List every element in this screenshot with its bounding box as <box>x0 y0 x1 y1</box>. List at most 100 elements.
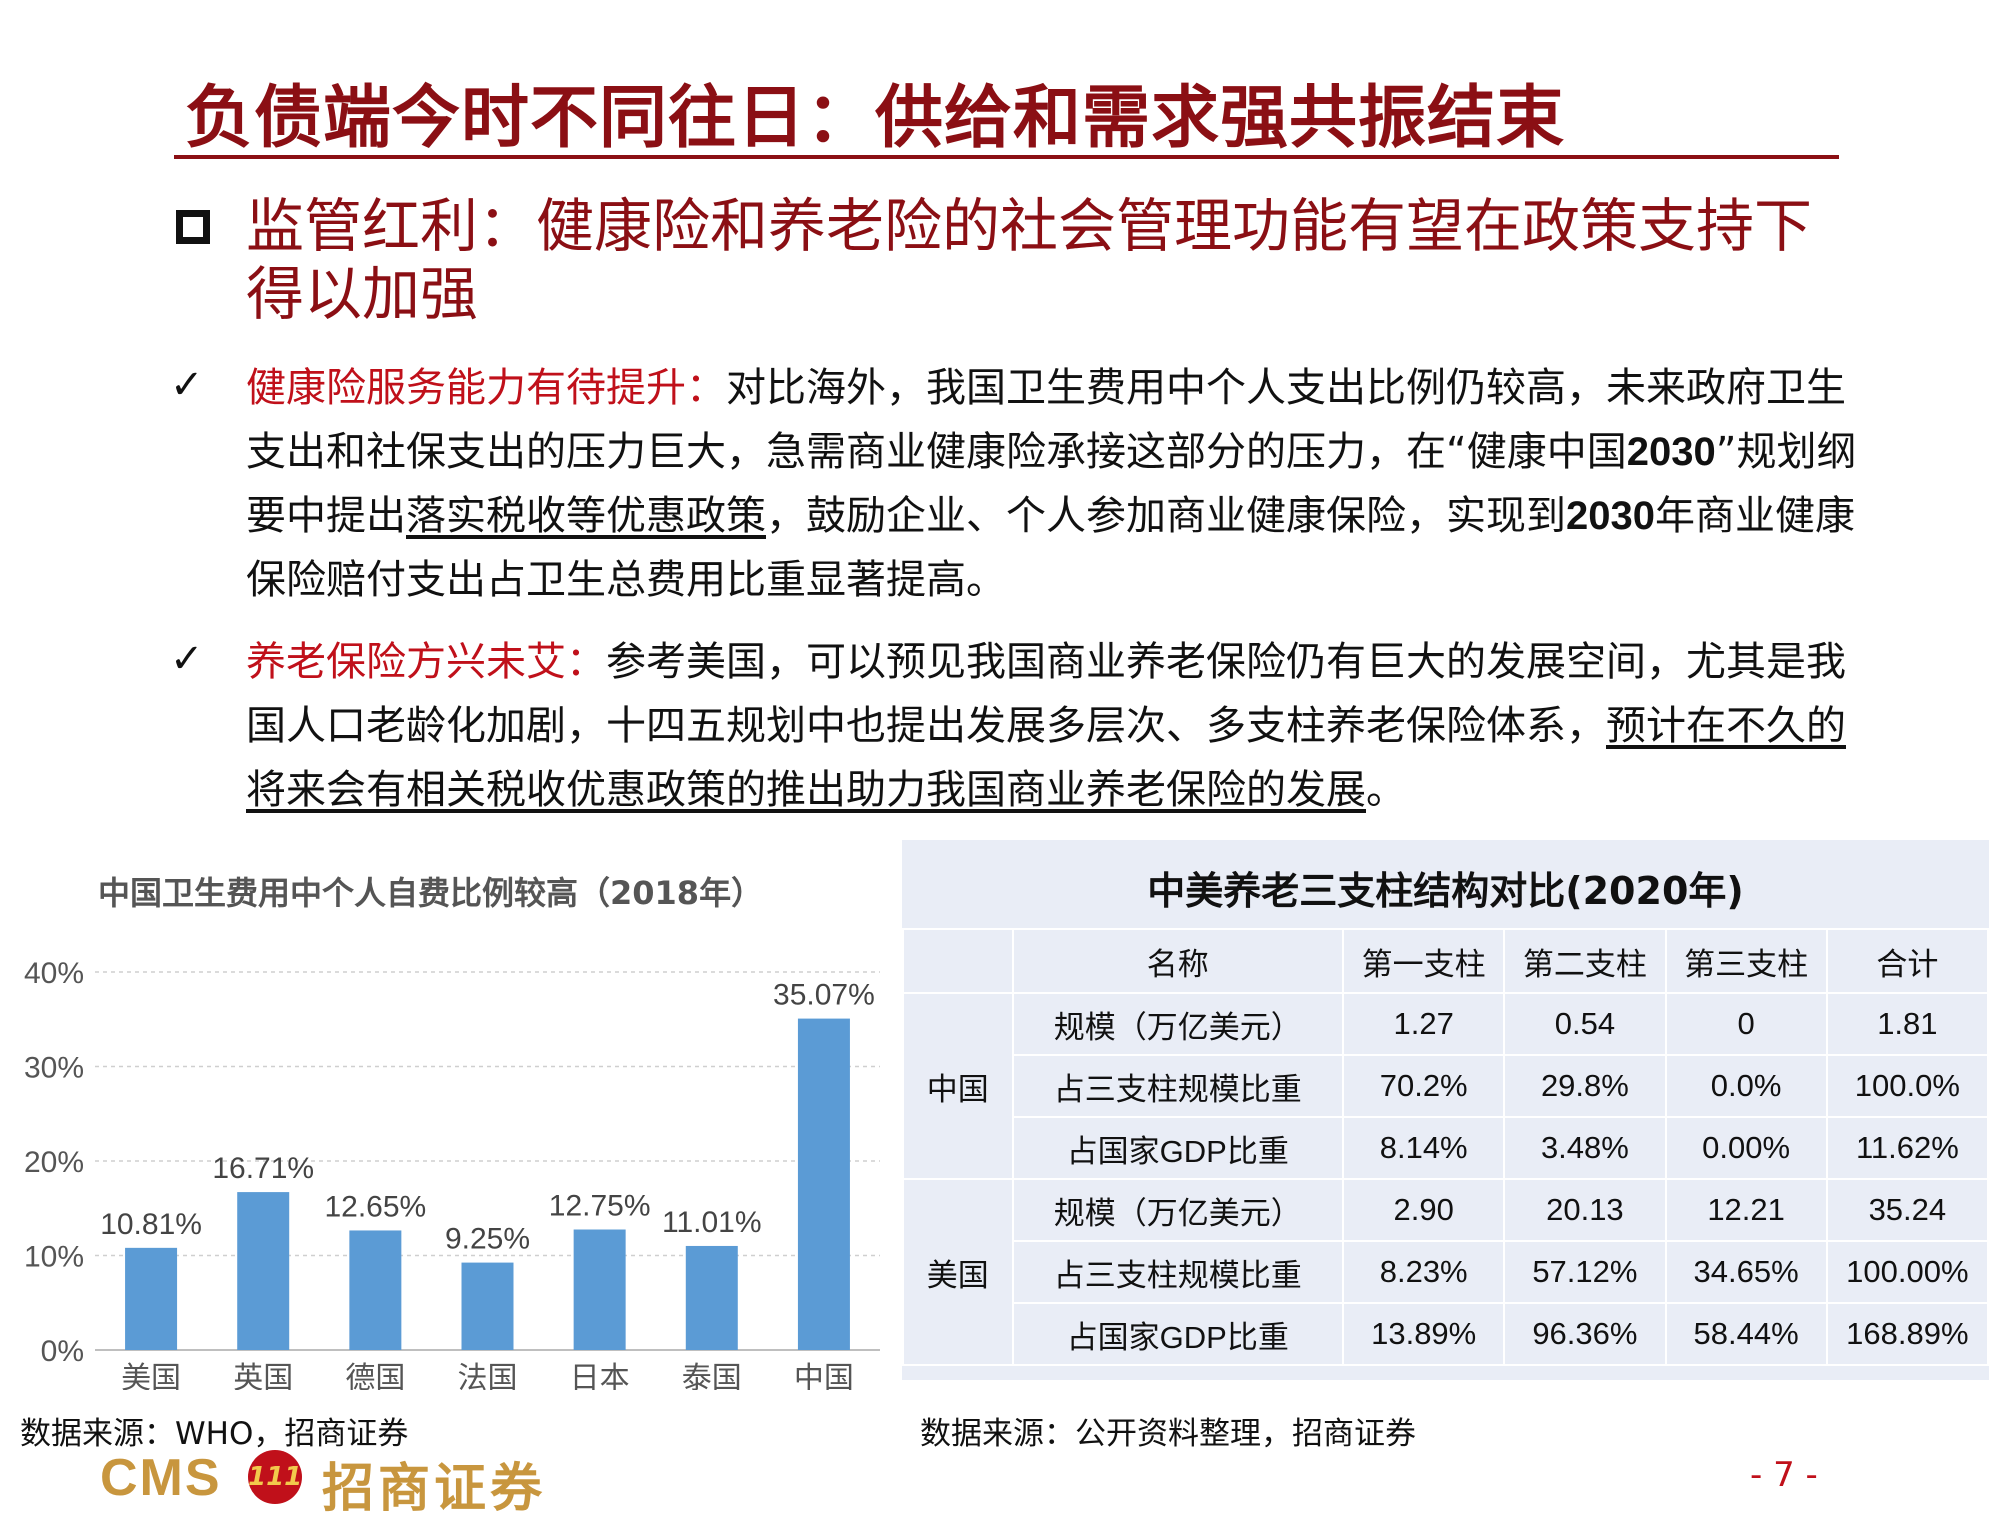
logo-emblem-icon: 111 <box>248 1450 302 1504</box>
table-cell: 0.54 <box>1503 992 1667 1056</box>
health-year-2: 2030 <box>1566 494 1655 538</box>
health-text-3: ，鼓励企业、个人参加商业健康保险，实现到 <box>766 493 1566 539</box>
table-row: 美国 规模（万亿美元） 2.90 20.13 12.21 35.24 <box>902 1178 1990 1366</box>
header-pillar-1: 第一支柱 <box>1342 928 1506 994</box>
category-label: 法国 <box>458 1361 518 1390</box>
header-total: 合计 <box>1825 928 1990 994</box>
table-cell: 57.12% <box>1503 1240 1667 1304</box>
health-underlined-policy: 落实税收等优惠政策 <box>406 493 766 539</box>
square-bullet-icon <box>176 210 210 244</box>
pension-text-2: 。 <box>1366 767 1406 813</box>
header-empty-cell <box>902 928 1014 994</box>
bar <box>573 1229 626 1350</box>
category-label: 德国 <box>345 1361 405 1390</box>
health-insurance-paragraph: 健康险服务能力有待提升：对比海外，我国卫生费用中个人支出比例仍较高，未来政府卫生… <box>246 356 1866 612</box>
bar-chart: 0% 10% 20% 30% 40% 10.81% 美国 16.71% 英国 12.65% 德国 9.… <box>24 957 880 1390</box>
pension-pillar-table: 名称 第一支柱 第二支柱 第三支柱 合计 中国 规模（万亿美元） 1.27 0.… <box>902 928 1990 1366</box>
bar <box>349 1230 402 1350</box>
table-row: 占三支柱规模比重 8.23% 57.12% 34.65% 100.00% <box>903 1240 1990 1304</box>
y-tick-label: 10% <box>24 1241 84 1274</box>
table-cell: 70.2% <box>1342 1054 1506 1118</box>
data-label: 35.07% <box>773 979 875 1012</box>
health-text-1: 对比海外，我国卫生费用中个人支出比例仍较高，未来政府卫生支出和社保支出的压力巨大… <box>246 365 1846 475</box>
table-cell: 0.00% <box>1664 1116 1828 1180</box>
pension-insurance-paragraph: 养老保险方兴未艾：参考美国，可以预见我国商业养老保险仍有巨大的发展空间，尤其是我… <box>246 630 1866 822</box>
table-cell: 2.90 <box>1342 1178 1506 1242</box>
y-tick-label: 30% <box>24 1052 84 1085</box>
main-point-heading: 监管红利：健康险和养老险的社会管理功能有望在政策支持下得以加强 <box>246 192 1813 328</box>
title-divider <box>174 155 1839 159</box>
group-usa: 美国 <box>902 1178 1014 1366</box>
table-cell: 11.62% <box>1825 1116 1990 1180</box>
row-label: 占三支柱规模比重 <box>1011 1240 1345 1304</box>
table-cell: 1.81 <box>1825 992 1990 1056</box>
pension-underlined-outlook: 预计在不久的将来会有相关税收优惠政策的推出助力我国商业养老保险的发展 <box>246 703 1846 813</box>
logo-company-name: 招商证券 <box>322 1459 547 1519</box>
header-pillar-2: 第二支柱 <box>1503 928 1667 994</box>
row-label: 占三支柱规模比重 <box>1011 1054 1345 1118</box>
table-row: 占三支柱规模比重 70.2% 29.8% 0.0% 100.0% <box>903 1054 1990 1118</box>
table-cell: 13.89% <box>1342 1302 1506 1366</box>
table-header-row: 名称 第一支柱 第二支柱 第三支柱 合计 <box>902 928 1990 994</box>
data-label: 10.81% <box>100 1208 202 1241</box>
table-cell: 12.21 <box>1664 1178 1828 1242</box>
table-cell: 3.48% <box>1503 1116 1667 1180</box>
header-pillar-3: 第三支柱 <box>1664 928 1828 994</box>
logo-latin-text: CMS <box>100 1449 222 1507</box>
category-label: 美国 <box>121 1361 181 1390</box>
table-row: 中国 规模（万亿美元） 1.27 0.54 0 1.81 <box>902 992 1990 1180</box>
category-label: 泰国 <box>682 1361 742 1390</box>
y-tick-label: 40% <box>24 957 84 990</box>
bar <box>461 1262 514 1350</box>
bar <box>237 1192 290 1350</box>
data-label: 9.25% <box>445 1223 530 1256</box>
table-cell: 100.00% <box>1825 1240 1990 1304</box>
category-label: 日本 <box>570 1361 630 1390</box>
chart-title: 中国卫生费用中个人自费比例较高（2018年） <box>98 874 764 912</box>
table-row: 占国家GDP比重 8.14% 3.48% 0.00% 11.62% <box>903 1116 1990 1180</box>
table-cell: 0.0% <box>1664 1054 1828 1118</box>
group-china: 中国 <box>902 992 1014 1180</box>
data-label: 11.01% <box>662 1206 762 1239</box>
health-year-1: 2030 <box>1626 430 1716 474</box>
table-cell: 29.8% <box>1503 1054 1667 1118</box>
data-label: 16.71% <box>212 1152 314 1185</box>
health-text-4: 年商业健康保险赔付支出占卫生总费用比重显著提高。 <box>246 493 1855 603</box>
table-cell: 8.23% <box>1342 1240 1506 1304</box>
row-label: 规模（万亿美元） <box>1011 992 1345 1056</box>
table-row: 占国家GDP比重 13.89% 96.36% 58.44% 168.89% <box>903 1302 1990 1366</box>
table-cell: 0 <box>1664 992 1828 1056</box>
y-tick-label: 20% <box>24 1146 84 1179</box>
table-cell: 96.36% <box>1503 1302 1667 1366</box>
table-cell: 34.65% <box>1664 1240 1828 1304</box>
table-cell: 168.89% <box>1825 1302 1990 1366</box>
pension-insurance-label: 养老保险方兴未艾： <box>246 639 606 685</box>
checkmark-icon: ✓ <box>170 362 204 408</box>
table-cell: 1.27 <box>1342 992 1506 1056</box>
checkmark-icon: ✓ <box>170 636 204 682</box>
data-label: 12.65% <box>324 1190 426 1223</box>
y-tick-label: 0% <box>41 1335 84 1368</box>
table-title: 中美养老三支柱结构对比(2020年) <box>1147 869 1744 913</box>
table-cell: 35.24 <box>1825 1178 1990 1242</box>
health-insurance-label: 健康险服务能力有待提升： <box>246 365 726 411</box>
row-label: 规模（万亿美元） <box>1011 1178 1345 1242</box>
table-source: 数据来源：公开资料整理，招商证券 <box>920 1416 1416 1452</box>
chart-source: 数据来源：WHO，招商证券 <box>20 1416 409 1452</box>
table-cell: 58.44% <box>1664 1302 1828 1366</box>
page-number: - 7 - <box>1750 1455 1818 1495</box>
category-label: 英国 <box>233 1361 293 1390</box>
category-label: 中国 <box>794 1361 854 1390</box>
row-label: 占国家GDP比重 <box>1011 1116 1345 1180</box>
bar <box>797 1018 850 1350</box>
header-name: 名称 <box>1011 928 1345 994</box>
table-cell: 100.0% <box>1825 1054 1990 1118</box>
bar <box>125 1247 178 1350</box>
table-cell: 8.14% <box>1342 1116 1506 1180</box>
table-cell: 20.13 <box>1503 1178 1667 1242</box>
row-label: 占国家GDP比重 <box>1011 1302 1345 1366</box>
data-label: 12.75% <box>549 1190 651 1223</box>
health-text-2: ”规划纲要中提出 <box>246 429 1857 539</box>
pension-text-1: 参考美国，可以预见我国商业养老保险仍有巨大的发展空间，尤其是我国人口老龄化加剧，… <box>246 639 1846 749</box>
page-title: 负债端今时不同往日：供给和需求强共振结束 <box>185 79 1566 158</box>
